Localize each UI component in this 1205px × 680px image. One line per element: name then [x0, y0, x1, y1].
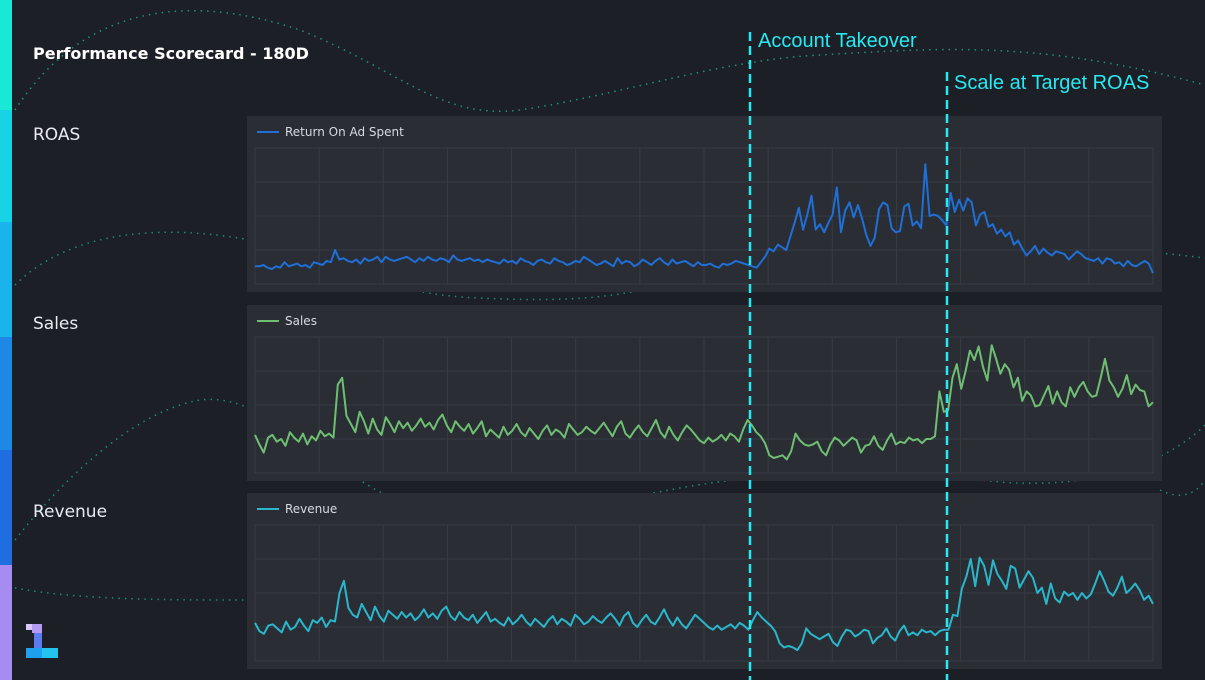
accent-bar-6	[0, 565, 12, 680]
roas-panel: Return On Ad Spent	[247, 116, 1162, 292]
roas-legend-swatch	[257, 131, 279, 133]
scale-target-annotation: Scale at Target ROAS	[954, 72, 1150, 94]
sales-legend-label: Sales	[285, 314, 317, 328]
accent-bar-3	[0, 222, 12, 337]
roas-legend[interactable]: Return On Ad Spent	[257, 125, 404, 139]
revenue-series-line	[254, 556, 1154, 652]
revenue-plot	[254, 524, 1154, 662]
sales-legend[interactable]: Sales	[257, 314, 317, 328]
roas-legend-label: Return On Ad Spent	[285, 125, 404, 139]
row-label-sales: Sales	[33, 314, 79, 334]
row-label-roas: ROAS	[33, 125, 81, 145]
sales-legend-swatch	[257, 320, 279, 322]
accent-bar-1	[0, 0, 12, 110]
bg-curve-4	[14, 587, 261, 601]
roas-plot	[254, 147, 1154, 285]
row-label-revenue: Revenue	[33, 502, 108, 522]
revenue-legend[interactable]: Revenue	[257, 502, 337, 516]
roas-series-line	[255, 163, 1154, 274]
bg-curve-5	[1159, 479, 1205, 496]
account-takeover-annotation: Account Takeover	[758, 30, 917, 52]
accent-bar-2	[0, 110, 12, 222]
sales-plot	[254, 336, 1154, 474]
revenue-legend-label: Revenue	[285, 502, 338, 516]
revenue-legend-swatch	[257, 508, 279, 510]
page-title: Performance Scorecard - 180D	[33, 44, 309, 63]
revenue-panel: Revenue	[247, 493, 1162, 669]
accent-bar-5	[0, 450, 12, 565]
brand-logo-icon	[26, 624, 58, 658]
sales-series-line	[254, 344, 1154, 461]
sales-panel: Sales	[247, 305, 1162, 481]
accent-bar-4	[0, 337, 12, 450]
